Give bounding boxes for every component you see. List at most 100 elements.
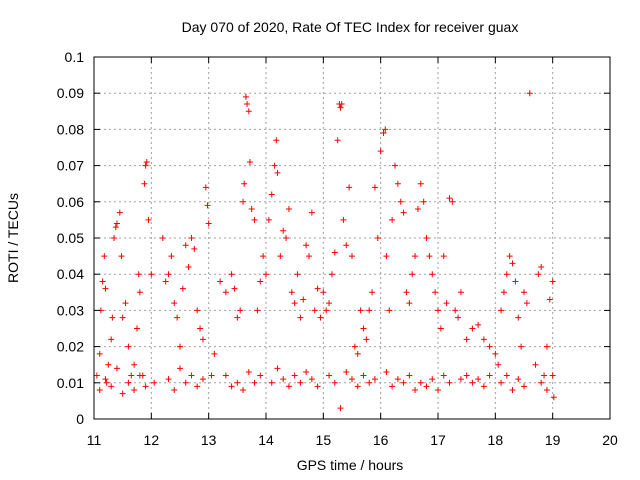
data-point <box>338 101 345 108</box>
data-point <box>291 372 298 379</box>
data-point <box>113 365 120 372</box>
y-tick-label: 0.1 <box>65 49 85 65</box>
data-point <box>374 235 381 241</box>
data-point <box>119 314 126 321</box>
data-point <box>440 372 447 379</box>
data-point <box>354 383 361 390</box>
data-point <box>300 296 307 303</box>
data-point <box>280 227 287 234</box>
data-point <box>171 300 178 307</box>
data-point <box>108 383 115 390</box>
data-point <box>423 383 430 390</box>
data-point <box>283 235 290 241</box>
data-point <box>179 285 186 292</box>
data-point <box>538 379 545 386</box>
data-point <box>306 253 312 260</box>
data-point <box>131 387 138 394</box>
data-point <box>423 235 430 241</box>
data-point <box>254 307 261 314</box>
data-point <box>429 376 436 383</box>
x-tick-label: 15 <box>316 432 332 448</box>
x-tick-label: 17 <box>430 432 446 448</box>
data-point <box>443 300 450 307</box>
data-point <box>311 307 318 314</box>
data-point <box>495 361 502 368</box>
data-point <box>480 383 487 390</box>
data-point <box>480 336 487 343</box>
data-point <box>118 253 125 260</box>
data-point <box>383 368 390 375</box>
data-point <box>363 336 370 343</box>
data-point <box>475 376 482 383</box>
data-point <box>165 376 172 383</box>
data-point <box>512 278 519 285</box>
data-point <box>357 307 364 314</box>
data-point <box>389 216 396 223</box>
data-point <box>446 195 453 202</box>
data-point <box>291 300 298 307</box>
y-tick-label: 0.07 <box>57 158 84 174</box>
data-point <box>469 379 476 386</box>
data-point <box>188 235 195 241</box>
data-point <box>136 289 143 296</box>
data-point <box>260 253 267 260</box>
data-point <box>377 148 384 155</box>
data-point <box>222 372 229 379</box>
data-point <box>241 180 248 187</box>
data-point <box>96 350 103 357</box>
data-point <box>354 350 361 357</box>
x-tick-label: 19 <box>545 432 561 448</box>
data-point <box>417 180 424 187</box>
data-point <box>177 365 183 372</box>
data-point <box>503 372 510 379</box>
y-tick-label: 0.06 <box>57 194 84 210</box>
x-axis-label: GPS time / hours <box>297 457 404 473</box>
data-point <box>523 300 530 307</box>
data-point <box>273 137 280 144</box>
data-point <box>204 202 211 209</box>
data-point <box>360 372 367 379</box>
data-points <box>93 90 557 412</box>
data-point <box>148 271 155 278</box>
data-point <box>297 314 304 321</box>
data-point <box>394 376 401 383</box>
data-point <box>515 314 522 321</box>
data-point <box>331 249 338 256</box>
data-point <box>550 394 557 401</box>
data-point <box>202 184 209 191</box>
data-point <box>96 387 103 394</box>
data-point <box>257 372 264 379</box>
data-point <box>228 271 235 278</box>
data-point <box>409 271 416 278</box>
data-point <box>412 387 419 394</box>
data-point <box>108 336 115 343</box>
data-point <box>245 368 252 375</box>
data-point <box>101 253 108 260</box>
data-point <box>334 137 341 144</box>
data-point <box>346 184 353 191</box>
data-point <box>394 180 401 187</box>
data-point <box>371 184 378 191</box>
y-tick-label: 0.04 <box>57 266 84 282</box>
data-point <box>141 180 148 187</box>
data-point <box>337 405 344 412</box>
data-point <box>145 216 152 223</box>
data-point <box>420 198 427 205</box>
data-point <box>197 325 204 332</box>
data-point <box>498 307 505 314</box>
data-point <box>417 379 424 386</box>
data-point <box>280 376 287 383</box>
y-axis-label: ROTI / TECUs <box>5 193 21 283</box>
data-point <box>308 209 315 216</box>
data-point <box>320 289 327 296</box>
data-point <box>242 93 249 100</box>
data-point <box>109 314 116 321</box>
data-point <box>486 372 493 379</box>
data-point <box>486 343 493 350</box>
data-point <box>314 285 321 292</box>
data-point <box>475 321 482 328</box>
y-tick-label: 0.02 <box>57 339 84 355</box>
data-point <box>349 253 355 260</box>
data-point <box>326 372 333 379</box>
data-point <box>386 307 393 314</box>
